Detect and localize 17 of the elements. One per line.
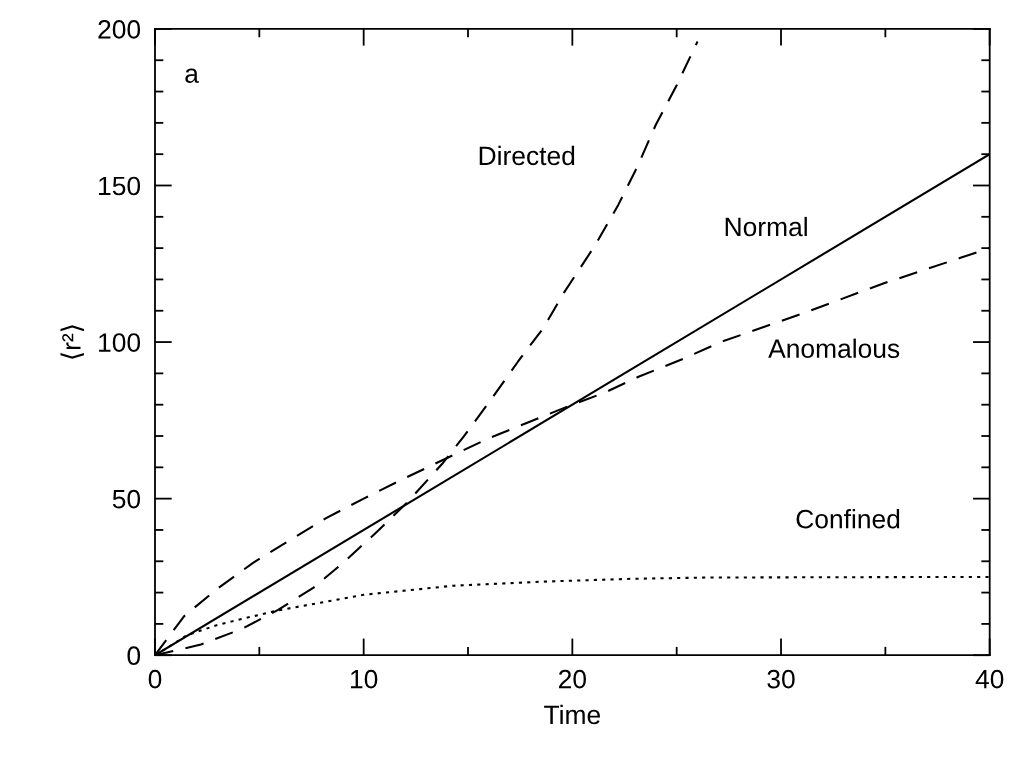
x-tick-label: 0 xyxy=(148,669,162,689)
y-tick-label: 100 xyxy=(99,333,141,352)
y-tick-label: 50 xyxy=(112,489,141,509)
y-tick-label: 200 xyxy=(98,20,141,39)
y-tick-label: 150 xyxy=(99,176,141,196)
series-label: Normal xyxy=(725,216,807,237)
y-tick-label: 0 xyxy=(127,646,141,666)
x-tick-label: 40 xyxy=(975,669,1004,689)
x-tick-label: 10 xyxy=(351,669,378,689)
series-label: Anomalous xyxy=(768,338,900,358)
text: Directed xyxy=(479,145,575,166)
y-axis-title: ⟨r²⟩ xyxy=(60,325,84,359)
series-label: Confined xyxy=(796,509,900,529)
x-tick-label: 30 xyxy=(767,669,795,689)
annotation: a xyxy=(185,68,199,83)
x-tick-label: 20 xyxy=(559,669,586,689)
x-axis-title: Time xyxy=(544,704,600,725)
